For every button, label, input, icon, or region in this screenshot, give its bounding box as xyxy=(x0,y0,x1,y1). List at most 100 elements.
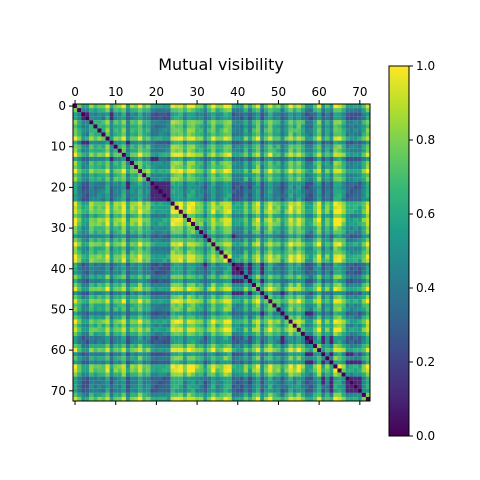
heatmap-cell xyxy=(182,250,187,255)
heatmap-cell xyxy=(170,112,175,117)
heatmap-cell xyxy=(178,364,183,369)
heatmap-cell xyxy=(239,112,244,117)
heatmap-cell xyxy=(125,116,131,121)
heatmap-cell xyxy=(219,254,224,259)
heatmap-cell xyxy=(268,152,273,157)
heatmap-cell xyxy=(223,230,228,235)
heatmap-cell xyxy=(199,315,204,320)
heatmap-cell xyxy=(239,327,244,332)
heatmap-cell xyxy=(186,136,192,141)
heatmap-cell xyxy=(138,136,143,141)
heatmap-cell xyxy=(73,295,78,300)
heatmap-cell xyxy=(129,128,135,133)
heatmap-cell xyxy=(276,335,281,341)
heatmap-cell xyxy=(134,189,139,194)
heatmap-cell xyxy=(227,303,232,308)
heatmap-cell xyxy=(317,185,322,190)
heatmap-cell xyxy=(296,140,301,145)
heatmap-cell xyxy=(97,238,102,243)
heatmap-cell xyxy=(345,376,350,381)
heatmap-cell xyxy=(365,124,371,129)
heatmap-cell xyxy=(243,128,248,133)
heatmap-cell xyxy=(219,116,224,121)
heatmap-cell xyxy=(77,307,82,312)
heatmap-cell xyxy=(296,181,301,186)
heatmap-cell xyxy=(101,217,106,223)
heatmap-cell xyxy=(146,270,151,275)
heatmap-cell xyxy=(215,234,220,239)
heatmap-cell xyxy=(268,132,273,137)
heatmap-cell xyxy=(341,116,346,121)
heatmap-cell xyxy=(73,283,78,288)
heatmap-cell xyxy=(166,291,171,296)
heatmap-cell xyxy=(252,112,257,117)
heatmap-cell xyxy=(329,104,334,109)
heatmap-cell xyxy=(146,360,151,365)
heatmap-cell xyxy=(243,226,248,231)
heatmap-cell xyxy=(134,250,139,255)
heatmap-cell xyxy=(321,307,326,312)
heatmap-cell xyxy=(268,108,273,113)
heatmap-cell xyxy=(361,209,366,214)
heatmap-cell xyxy=(199,144,204,149)
heatmap-cell xyxy=(85,165,90,170)
heatmap-cell xyxy=(170,242,175,247)
heatmap-cell xyxy=(138,185,143,190)
heatmap-cell xyxy=(134,364,139,369)
heatmap-cell xyxy=(247,250,253,255)
heatmap-cell xyxy=(227,278,232,284)
heatmap-cell xyxy=(317,291,322,296)
heatmap-cell xyxy=(81,209,86,214)
heatmap-cell xyxy=(170,197,175,202)
heatmap-cell xyxy=(154,335,159,341)
heatmap-cell xyxy=(296,230,301,235)
heatmap-cell xyxy=(190,368,196,373)
heatmap-cell xyxy=(231,376,236,381)
heatmap-cell xyxy=(77,156,82,162)
heatmap-cell xyxy=(247,270,253,275)
heatmap-cell xyxy=(195,181,200,186)
heatmap-cell xyxy=(150,242,155,247)
heatmap-cell xyxy=(125,331,131,336)
heatmap-cell xyxy=(361,311,366,316)
heatmap-cell xyxy=(162,376,167,381)
heatmap-cell xyxy=(252,209,257,214)
heatmap-cell xyxy=(207,104,212,109)
heatmap-cell xyxy=(174,315,179,320)
heatmap-cell xyxy=(178,217,183,223)
heatmap-cell xyxy=(113,315,118,320)
heatmap-cell xyxy=(333,287,338,292)
heatmap-cell xyxy=(199,352,204,357)
heatmap-cell xyxy=(284,132,289,137)
heatmap-cell xyxy=(231,327,236,332)
heatmap-cell xyxy=(264,311,269,316)
heatmap-cell xyxy=(353,274,358,279)
heatmap-cell xyxy=(304,165,310,170)
heatmap-cell xyxy=(129,205,135,210)
heatmap-cell xyxy=(333,356,338,361)
heatmap-cell xyxy=(215,136,220,141)
heatmap-cell xyxy=(361,156,366,162)
heatmap-cell xyxy=(280,254,285,259)
heatmap-cell xyxy=(329,291,334,296)
heatmap-cell xyxy=(154,344,159,349)
heatmap-cell xyxy=(219,120,224,125)
heatmap-cell xyxy=(105,238,110,243)
heatmap-cell xyxy=(333,193,338,198)
heatmap-cell xyxy=(223,116,228,121)
heatmap-cell xyxy=(252,278,257,284)
heatmap-cell xyxy=(97,254,102,259)
heatmap-cell xyxy=(170,201,175,206)
heatmap-cell xyxy=(235,348,240,353)
heatmap-cell xyxy=(125,173,131,178)
heatmap-cell xyxy=(337,140,342,145)
heatmap-cell xyxy=(134,360,139,365)
heatmap-cell xyxy=(117,364,122,369)
heatmap-cell xyxy=(73,262,78,267)
heatmap-cell xyxy=(117,250,122,255)
heatmap-cell xyxy=(207,270,212,275)
heatmap-cell xyxy=(329,124,334,129)
heatmap-cell xyxy=(215,283,220,288)
heatmap-cell xyxy=(150,283,155,288)
heatmap-cell xyxy=(345,160,350,166)
